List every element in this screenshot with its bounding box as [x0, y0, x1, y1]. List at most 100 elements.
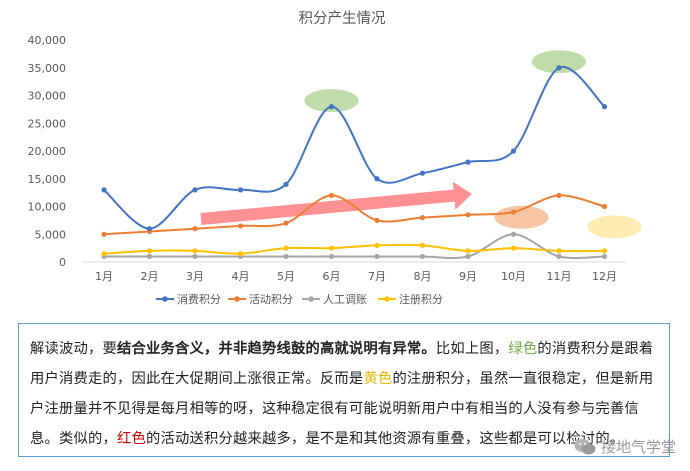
note-yellow-word: 黄色 [363, 371, 393, 387]
watermark: 接地气学堂 [574, 436, 676, 457]
data-point [465, 253, 471, 260]
note-text-5: 的活动送积分越来越多，是不是和其他资源有重叠，这些都是可以检讨的。 [145, 431, 625, 447]
legend-swatch-dot [384, 296, 390, 302]
data-point [556, 248, 562, 254]
data-point [192, 187, 198, 193]
x-tick-label: 8月 [414, 270, 432, 283]
y-tick-label: 25,000 [28, 117, 67, 130]
data-point [556, 65, 562, 71]
interpretation-note: 解读波动，要结合业务含义，并非趋势线鼓的高就说明有异常。比如上图，绿色的消费积分… [18, 323, 670, 457]
legend-swatch-dot [162, 296, 168, 302]
series-lines [101, 65, 608, 260]
x-tick-label: 3月 [186, 270, 204, 283]
data-point [510, 231, 517, 237]
data-point [146, 248, 153, 254]
data-point [465, 212, 471, 218]
y-tick-label: 40,000 [28, 34, 67, 47]
x-tick-label: 6月 [323, 270, 341, 283]
legend-label: 人工调账 [323, 293, 367, 306]
data-point [328, 253, 335, 260]
data-point [374, 253, 380, 260]
trend-arrow [200, 181, 472, 225]
data-point [101, 231, 107, 237]
data-point [328, 245, 335, 251]
highlight-ellipse [494, 205, 549, 229]
data-point [510, 245, 517, 251]
data-point [101, 251, 107, 257]
data-point [237, 223, 244, 229]
data-point [283, 181, 289, 187]
data-point [419, 253, 426, 260]
data-point [374, 217, 380, 223]
data-point [556, 192, 562, 198]
x-tick-label: 4月 [232, 270, 250, 283]
x-tick-label: 10月 [501, 270, 526, 283]
annotations [200, 50, 642, 239]
x-tick-label: 12月 [592, 270, 617, 283]
highlight-ellipse [304, 89, 359, 113]
series-line [103, 243, 605, 255]
data-point [601, 104, 608, 110]
y-axis: 0 5,000 10,000 15,000 20,000 25,000 30,000 35,0… [28, 34, 67, 269]
data-point [192, 248, 198, 254]
watermark-text: 接地气学堂 [600, 438, 676, 456]
data-point [419, 215, 426, 221]
x-tick-label: 2月 [141, 270, 159, 283]
data-point [374, 242, 380, 248]
data-point [283, 220, 289, 226]
data-point [237, 251, 244, 257]
x-axis: 1月 2月 3月 4月 5月 6月 7月 8月 9月 10月 11月 12月 [82, 261, 626, 283]
note-text-2: 比如上图， [435, 341, 509, 357]
data-point [556, 253, 562, 260]
data-point [283, 253, 289, 260]
y-tick-label: 0 [59, 256, 66, 269]
series-1 [101, 65, 608, 232]
x-tick-label: 9月 [459, 270, 477, 283]
data-point [419, 242, 426, 248]
series-line [103, 66, 606, 230]
data-point [192, 253, 198, 260]
y-tick-label: 20,000 [28, 145, 67, 158]
note-text-1: 解读波动，要 [30, 341, 117, 357]
highlight-ellipse [587, 215, 642, 239]
legend: 消费积分 活动积分 人工调账 注册积分 [156, 292, 443, 306]
x-tick-label: 1月 [95, 270, 113, 283]
data-point [328, 192, 335, 198]
legend-item: 人工调账 [302, 293, 367, 306]
legend-swatch-dot [308, 296, 314, 302]
x-tick-label: 11月 [547, 270, 572, 283]
data-point [510, 148, 517, 154]
data-point [465, 248, 471, 254]
data-point [283, 245, 289, 251]
data-point [328, 104, 335, 110]
chart-title: 积分产生情况 [299, 10, 386, 27]
data-point [192, 226, 198, 232]
data-point [465, 159, 471, 165]
x-tick-label: 7月 [368, 270, 386, 283]
note-emphasis: 结合业务含义，并非趋势线鼓的高就说明有异常。 [116, 341, 436, 357]
data-point [146, 226, 153, 232]
data-point [101, 187, 107, 193]
legend-item: 消费积分 [156, 292, 221, 306]
highlight-ellipse [532, 50, 586, 74]
data-point [601, 203, 608, 210]
y-tick-label: 15,000 [28, 173, 67, 186]
series-3 [101, 231, 608, 260]
data-point [510, 209, 517, 215]
series-4 [101, 242, 608, 257]
series-line [104, 233, 605, 260]
y-tick-label: 35,000 [28, 62, 67, 75]
line-chart: 积分产生情况 0 5,000 10,000 15,000 20,000 25,000 30,… [28, 10, 642, 306]
y-tick-label: 30,000 [28, 90, 67, 103]
legend-item: 注册积分 [378, 292, 443, 306]
note-red-word: 红色 [116, 431, 146, 447]
data-point [419, 170, 426, 176]
y-tick-label: 10,000 [28, 201, 67, 214]
legend-label: 活动积分 [249, 293, 293, 306]
legend-swatch-dot [234, 296, 240, 302]
series-line [103, 194, 605, 236]
data-point [601, 248, 608, 254]
data-point [146, 253, 153, 260]
wechat-icon [574, 438, 596, 454]
x-tick-label: 5月 [277, 270, 295, 283]
